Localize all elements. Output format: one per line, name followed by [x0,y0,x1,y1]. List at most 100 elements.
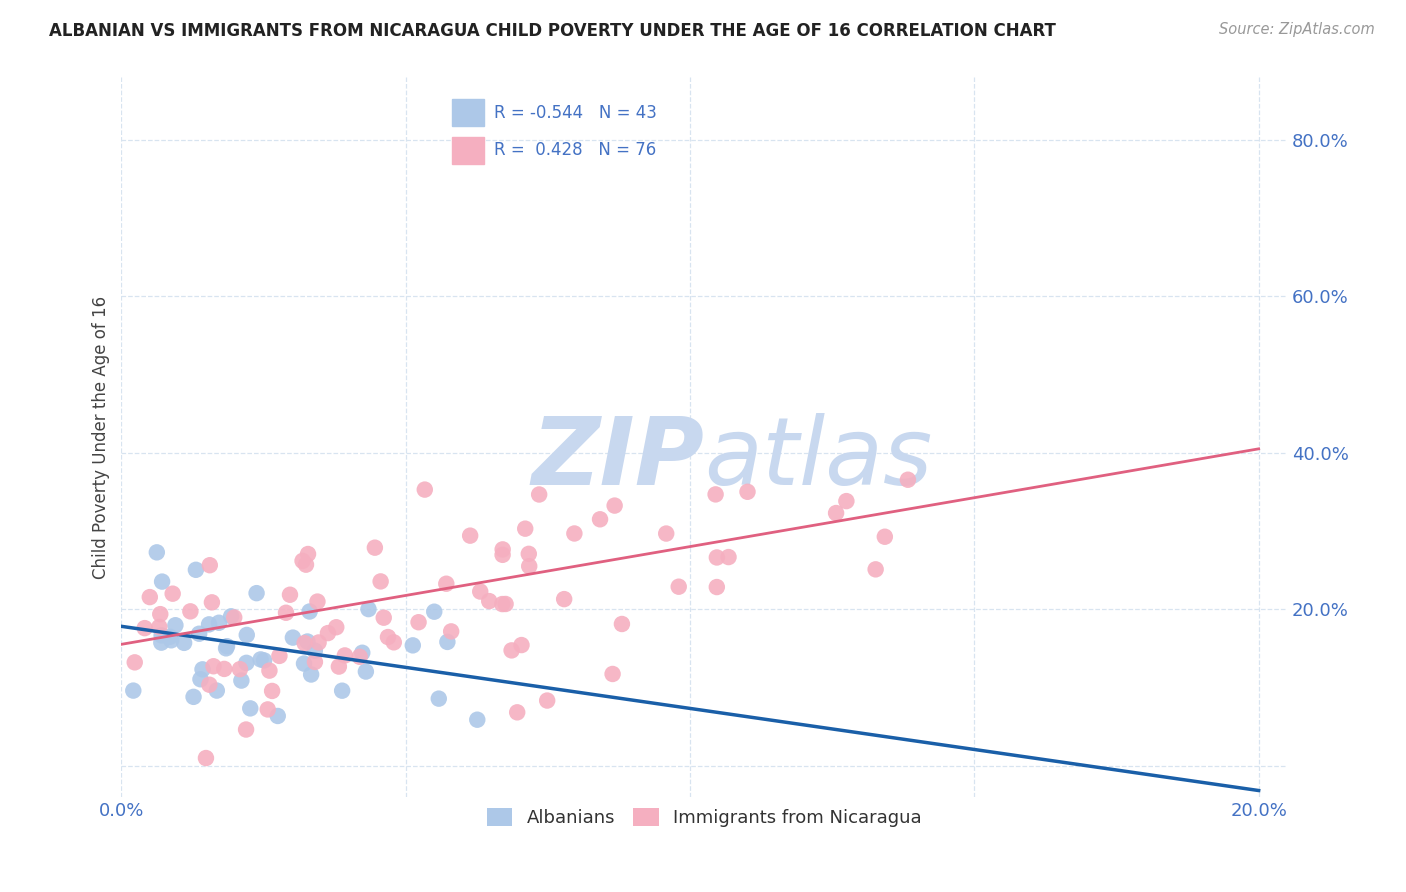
Point [357,602,380,616]
Point [205,683,228,698]
Point [668,580,690,594]
Point [274,606,297,620]
Point [328,659,350,673]
Point [173,636,195,650]
Point [249,652,271,666]
Point [553,592,575,607]
Point [589,512,612,526]
Point [256,702,278,716]
Text: R =  0.428   N = 76: R = 0.428 N = 76 [494,141,655,159]
Point [370,574,392,589]
Point [706,580,728,594]
Point [325,620,347,634]
Point [408,615,430,630]
Point [492,542,515,557]
Point [610,617,633,632]
Point [354,665,377,679]
Point [835,494,858,508]
Point [146,545,169,559]
Point [148,620,170,634]
Point [162,587,184,601]
Point [150,628,173,642]
Point [298,605,321,619]
Point [194,751,217,765]
Point [297,634,319,648]
Point [436,635,458,649]
Point [427,691,450,706]
Point [655,526,678,541]
Point [465,713,488,727]
Point [159,630,181,644]
Point [198,558,221,573]
Point [235,656,257,670]
Point [304,643,326,657]
Point [510,638,533,652]
Point [308,635,330,649]
Point [239,701,262,715]
Point [124,656,146,670]
Point [873,530,896,544]
Bar [453,99,484,127]
Point [184,563,207,577]
Point [208,615,231,630]
Point [373,610,395,624]
Point [717,550,740,565]
Point [352,646,374,660]
Point [402,638,425,652]
Point [330,683,353,698]
Point [212,662,235,676]
Point [224,610,246,624]
Point [307,594,329,608]
Point [333,648,356,663]
Point [160,633,183,648]
Point [149,607,172,622]
Point [564,526,586,541]
Point [377,630,399,644]
Point [294,636,316,650]
Point [299,667,322,681]
Point [198,617,221,632]
Point [235,723,257,737]
Point [215,639,238,653]
Point [527,487,550,501]
Point [281,631,304,645]
Point [458,529,481,543]
Point [491,597,513,611]
Point [150,635,173,649]
Point [501,643,523,657]
Text: ALBANIAN VS IMMIGRANTS FROM NICARAGUA CHILD POVERTY UNDER THE AGE OF 16 CORRELAT: ALBANIAN VS IMMIGRANTS FROM NICARAGUA CH… [49,22,1056,40]
Point [470,584,492,599]
Point [297,547,319,561]
Point [229,662,252,676]
Point [316,626,339,640]
Text: atlas: atlas [704,413,932,504]
Point [704,487,727,501]
Point [602,667,624,681]
Point [236,628,259,642]
Point [262,684,284,698]
Point [291,554,314,568]
Point [191,662,214,676]
Point [423,605,446,619]
Point [865,562,887,576]
Point [269,648,291,663]
Point [278,588,301,602]
Point [413,483,436,497]
Point [304,655,326,669]
Point [183,690,205,704]
Point [150,574,173,589]
Point [506,706,529,720]
Point [139,590,162,604]
Point [188,626,211,640]
Point [349,649,371,664]
Point [292,657,315,671]
Point [215,641,238,656]
Point [295,558,318,572]
Point [706,550,728,565]
Point [259,664,281,678]
Point [267,709,290,723]
Text: ZIP: ZIP [531,413,704,505]
Point [245,586,267,600]
Legend: Albanians, Immigrants from Nicaragua: Albanians, Immigrants from Nicaragua [479,801,929,835]
Bar [453,136,484,164]
